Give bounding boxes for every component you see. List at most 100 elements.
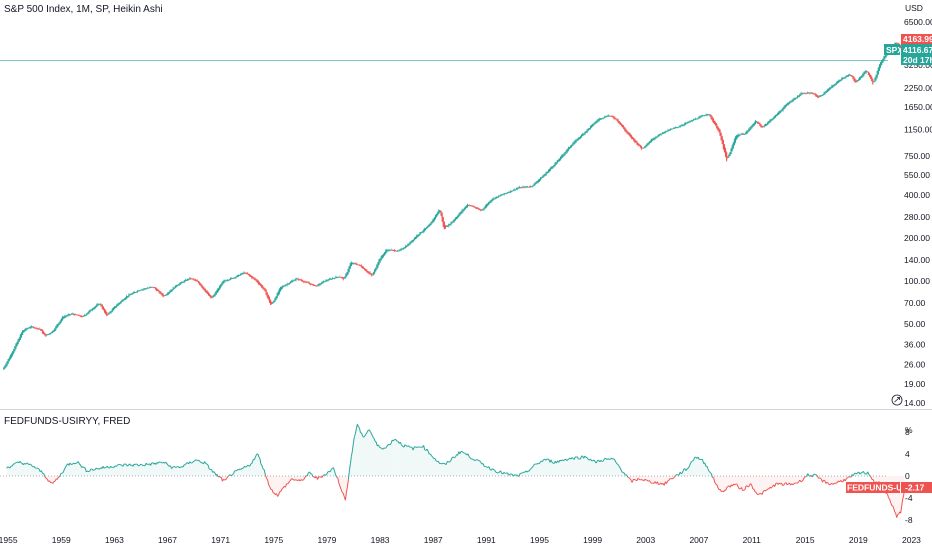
candle-body <box>635 141 636 143</box>
candle <box>570 145 571 148</box>
candle <box>246 272 247 274</box>
price-pane[interactable] <box>0 42 901 369</box>
candle-body <box>251 276 252 278</box>
candle <box>409 242 410 245</box>
indicator-line <box>75 463 76 464</box>
candle <box>54 328 55 332</box>
candle-body <box>242 273 243 274</box>
candle <box>333 278 334 279</box>
candle <box>42 329 43 334</box>
candle-body <box>3 368 4 370</box>
candle <box>846 75 847 78</box>
candle-body <box>254 278 255 280</box>
candle-body <box>526 187 527 188</box>
indicator-area <box>198 460 199 476</box>
indicator-pane[interactable] <box>0 424 905 517</box>
candle <box>161 293 162 297</box>
candle <box>601 118 602 120</box>
indicator-line <box>816 475 817 476</box>
log-scale-icon[interactable] <box>892 395 902 405</box>
candle-body <box>563 154 564 156</box>
candle-body <box>564 152 565 154</box>
indicator-area <box>192 462 193 476</box>
candle-body <box>749 127 750 130</box>
candle <box>777 113 778 116</box>
indicator-area <box>393 439 394 476</box>
candle-body <box>615 118 616 119</box>
indicator-area <box>191 463 192 476</box>
candle <box>700 115 701 118</box>
candle-body <box>67 315 68 316</box>
candle-body <box>145 288 146 289</box>
indicator-line <box>74 463 75 464</box>
candle <box>94 307 95 310</box>
candle <box>63 316 64 319</box>
indicator-area <box>19 461 20 476</box>
candle-body <box>356 264 357 265</box>
candle <box>239 275 240 276</box>
candle-body <box>562 155 563 157</box>
time-tick-label: 1995 <box>530 535 549 545</box>
indicator-area <box>248 465 249 476</box>
indicator-area <box>154 463 155 476</box>
candle-body <box>850 75 851 76</box>
candle <box>96 303 97 307</box>
candle-body <box>398 250 399 251</box>
candle <box>176 285 177 288</box>
candle-body <box>858 80 859 81</box>
candle <box>465 206 466 209</box>
candle <box>646 143 647 147</box>
currency-label: USD <box>905 3 923 13</box>
candle <box>180 282 181 285</box>
candle-body <box>55 326 56 330</box>
indicator-area <box>577 457 578 476</box>
candle-body <box>816 95 817 97</box>
candle <box>706 113 707 116</box>
candle <box>850 74 851 76</box>
candle-body <box>833 85 834 86</box>
indicator-area <box>561 460 562 476</box>
candle <box>331 278 332 280</box>
candle <box>754 122 755 126</box>
candle <box>640 145 641 148</box>
candle-body <box>415 237 416 239</box>
candle-body <box>66 316 67 317</box>
candle-body <box>126 296 127 298</box>
candle <box>399 249 400 251</box>
price-axis[interactable]: 6500.003250.002250.001650.001150.00750.0… <box>884 17 932 408</box>
candle-body <box>77 315 78 316</box>
candle <box>10 354 11 359</box>
candle-body <box>718 128 719 132</box>
candle <box>897 42 898 44</box>
candle-body <box>116 305 117 307</box>
indicator-area <box>607 459 608 476</box>
indicator-area <box>426 449 427 476</box>
time-tick-label: 2015 <box>796 535 815 545</box>
candle-body <box>616 119 617 121</box>
indicator-area <box>284 476 285 487</box>
indicator-area <box>27 463 28 476</box>
candle-body <box>760 124 761 127</box>
candle-body <box>329 279 330 280</box>
indicator-area <box>759 476 760 494</box>
candle <box>673 127 674 129</box>
indicator-area <box>731 476 732 486</box>
candle-body <box>147 288 148 289</box>
candle-body <box>518 188 519 189</box>
indicator-area <box>9 467 10 476</box>
indicator-line <box>645 479 646 480</box>
candle <box>817 95 818 98</box>
candle <box>487 203 488 206</box>
candle-body <box>748 129 749 132</box>
indicator-area <box>120 464 121 476</box>
candle-body <box>65 316 66 317</box>
indicator-area <box>697 457 698 476</box>
candle <box>271 302 272 305</box>
indicator-area <box>695 457 696 476</box>
price-tick-label: 140.00 <box>904 255 930 265</box>
indicator-area <box>593 460 594 476</box>
candle <box>509 191 510 193</box>
indicator-area <box>718 476 719 490</box>
candle-body <box>546 172 547 175</box>
